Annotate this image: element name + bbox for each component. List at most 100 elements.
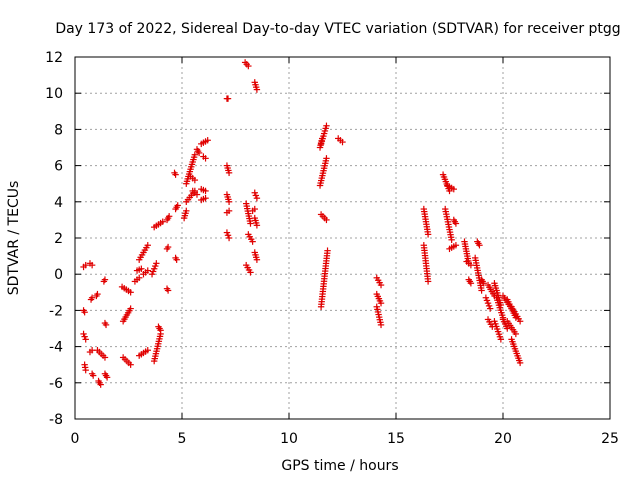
data-point: [253, 86, 261, 93]
x-tick-label: 20: [494, 431, 512, 447]
y-tick-label: 0: [54, 267, 63, 283]
data-point: [249, 238, 256, 245]
data-point: [94, 290, 101, 298]
data-point: [202, 155, 209, 162]
x-tick-label: 15: [387, 431, 405, 447]
data-point: [476, 242, 483, 249]
data-point: [377, 321, 385, 329]
data-point: [82, 261, 89, 269]
data-point: [81, 309, 88, 316]
x-tick-label: 5: [178, 431, 187, 447]
data-point: [191, 151, 199, 158]
data-point: [88, 261, 96, 269]
data-point: [164, 243, 172, 251]
data-point: [193, 191, 201, 198]
data-point: [183, 207, 190, 215]
data-point: [424, 278, 432, 285]
y-tick-label: -8: [49, 412, 63, 428]
data-point: [153, 260, 160, 267]
y-tick-label: 4: [54, 195, 63, 211]
data-point: [127, 305, 134, 312]
y-tick-label: -6: [49, 376, 63, 392]
data-point: [138, 265, 145, 272]
data-point: [144, 267, 151, 274]
y-tick-label: 10: [45, 86, 63, 102]
data-point: [202, 187, 209, 195]
data-point: [97, 381, 104, 388]
data-point: [450, 185, 457, 193]
x-tick-label: 25: [601, 431, 619, 447]
data-point: [516, 318, 524, 325]
data-point: [127, 361, 134, 368]
data-point: [324, 247, 331, 254]
data-point: [225, 207, 233, 215]
data-point: [89, 372, 97, 379]
data-point: [224, 95, 232, 102]
y-axis-label: SDTVAR / TECUs: [6, 181, 22, 296]
data-point: [323, 155, 330, 162]
data-point: [424, 231, 432, 238]
data-point: [377, 281, 385, 289]
y-tick-label: 6: [54, 159, 63, 175]
data-point: [486, 305, 494, 312]
grid: [75, 57, 610, 419]
data-point: [339, 138, 346, 146]
data-point: [82, 336, 89, 343]
data-point: [88, 294, 96, 301]
data-point: [504, 325, 511, 332]
data-point: [323, 216, 330, 224]
data-point: [480, 280, 487, 287]
data-points: [80, 59, 524, 388]
data-point: [204, 137, 211, 144]
chart-title: Day 173 of 2022, Sidereal Day-to-day VTE…: [55, 21, 620, 37]
data-point: [448, 236, 455, 244]
data-point: [165, 213, 173, 220]
y-tick-label: 8: [54, 122, 63, 138]
data-point: [467, 280, 475, 287]
data-point: [101, 276, 109, 283]
data-point: [202, 194, 209, 202]
x-tick-label: 0: [71, 431, 80, 447]
data-point: [452, 242, 460, 249]
data-point: [467, 261, 475, 269]
data-point: [247, 269, 254, 276]
data-point: [127, 289, 134, 296]
data-point: [164, 287, 172, 294]
data-point: [82, 366, 89, 374]
data-point: [195, 149, 203, 157]
data-point: [174, 202, 181, 209]
data-point: [253, 222, 261, 229]
data-point: [225, 234, 233, 242]
axis-ticks: 0 5 10 15 20 25 -8 -6 -4 -2 0 2 4 6 8 10 12: [45, 50, 619, 447]
data-point: [247, 220, 254, 227]
data-point: [377, 299, 385, 307]
y-tick-label: 12: [45, 50, 63, 66]
data-point: [157, 327, 164, 334]
data-point: [512, 330, 520, 338]
data-point: [144, 242, 151, 249]
data-point: [159, 218, 166, 225]
data-point: [225, 169, 233, 177]
y-tick-label: 2: [54, 231, 63, 247]
y-tick-label: -4: [49, 340, 63, 356]
data-point: [516, 359, 524, 367]
data-point: [452, 220, 460, 227]
y-tick-label: -2: [49, 303, 63, 319]
data-point: [253, 256, 261, 263]
data-point: [251, 205, 258, 213]
x-tick-label: 10: [280, 431, 298, 447]
data-point: [103, 374, 111, 381]
data-point: [497, 336, 505, 343]
data-point: [102, 321, 110, 329]
data-point: [323, 122, 330, 129]
data-point: [136, 274, 143, 282]
data-point: [225, 198, 233, 205]
data-point: [253, 194, 261, 202]
data-point: [245, 62, 252, 70]
data-point: [191, 176, 199, 184]
data-point: [88, 347, 96, 354]
data-point: [144, 347, 151, 354]
x-axis-label: GPS time / hours: [281, 458, 398, 474]
data-point: [173, 256, 180, 263]
